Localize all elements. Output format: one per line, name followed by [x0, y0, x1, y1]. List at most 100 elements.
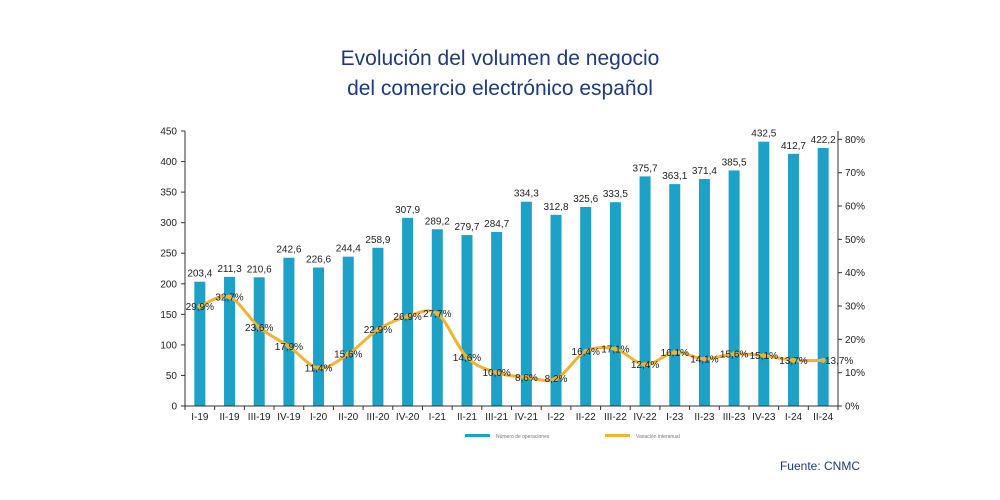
left-tick-label: 150	[160, 310, 177, 321]
line-value-label: 22,9%	[364, 325, 392, 336]
bar	[817, 147, 829, 406]
x-tick-label: I-19	[191, 412, 209, 423]
bar-value-label: 422,2	[811, 135, 836, 146]
legend-line-swatch	[605, 434, 630, 437]
line-value-label: 17,1%	[601, 345, 629, 356]
line-value-label: 11,4%	[305, 364, 333, 375]
line-point	[642, 362, 648, 368]
x-tick-label: III-22	[604, 412, 627, 423]
line-point	[405, 313, 411, 319]
bar	[520, 201, 532, 406]
line-value-label: 10,0%	[482, 368, 510, 379]
x-tick-label: II-19	[220, 412, 240, 423]
bar	[431, 229, 443, 406]
bar-value-label: 211,3	[217, 264, 242, 275]
bar-value-label: 375,7	[633, 163, 658, 174]
bar-value-label: 226,6	[306, 255, 331, 266]
x-tick-label: II-24	[813, 412, 833, 423]
line-series: 29,9%32,7%23,6%17,9%11,4%15,6%22,9%26,9%…	[186, 293, 854, 386]
line-value-label: 27,7%	[423, 309, 451, 320]
line-point	[375, 327, 381, 333]
line-value-label: 8,6%	[515, 373, 538, 384]
bar-value-label: 203,4	[187, 269, 212, 280]
left-tick-label: 50	[166, 371, 178, 382]
bar	[402, 217, 414, 406]
x-tick-label: III-21	[485, 412, 508, 423]
bar-value-label: 385,5	[722, 157, 747, 168]
left-tick-label: 100	[160, 340, 177, 351]
bar-value-label: 333,5	[603, 189, 628, 200]
line-point	[701, 356, 707, 362]
legend: Número de operaciones Variación interanu…	[465, 434, 680, 440]
left-tick-label: 350	[160, 188, 177, 199]
right-tick-label: 50%	[845, 235, 865, 246]
line-value-label: 23,6%	[245, 323, 273, 334]
right-tick-label: 80%	[845, 135, 865, 146]
x-tick-label: III-20	[367, 412, 390, 423]
bar-value-label: 371,4	[692, 166, 717, 177]
x-tick-label: III-19	[248, 412, 271, 423]
line-value-label: 15,1%	[750, 351, 778, 362]
bar	[609, 202, 621, 406]
line-point	[553, 376, 559, 382]
line-point	[286, 343, 292, 349]
right-tick-label: 30%	[845, 302, 865, 313]
bar-value-label: 244,4	[336, 244, 361, 255]
x-tick-label: IV-23	[752, 412, 776, 423]
x-tick-label: I-23	[666, 412, 684, 423]
line-value-label: 15,6%	[334, 350, 362, 361]
line-value-label: 16,4%	[572, 347, 600, 358]
x-tick-label: II-23	[694, 412, 714, 423]
left-tick-label: 400	[160, 157, 177, 168]
bar	[194, 281, 206, 406]
chart-title: Evolución del volumen de negocio del com…	[0, 44, 1000, 104]
line-point	[464, 354, 470, 360]
right-tick-label: 20%	[845, 335, 865, 346]
legend-bar-swatch	[465, 434, 490, 437]
line-path	[199, 294, 824, 382]
bar-value-label: 289,2	[425, 216, 450, 227]
right-axis: 0% 10% 20% 30% 40% 50% 60% 70% 80%	[837, 131, 865, 413]
x-tick-label: II-21	[457, 412, 477, 423]
x-axis: I-19 II-19 III-19 IV-19 I-20 II-20 III-20 IV-20…	[184, 405, 839, 423]
x-tick-label: I-24	[785, 412, 803, 423]
x-tick-label: IV-19	[277, 412, 301, 423]
left-tick-label: 250	[160, 249, 177, 260]
x-tick-label: IV-22	[633, 412, 657, 423]
line-value-label: 13,7%	[779, 356, 807, 367]
right-tick-label: 40%	[845, 268, 865, 279]
x-tick-label: IV-21	[515, 412, 539, 423]
bar	[669, 184, 681, 406]
bar-value-label: 307,9	[395, 205, 420, 216]
bar	[758, 141, 770, 406]
bar	[787, 153, 799, 406]
line-point	[197, 303, 203, 309]
line-point	[820, 357, 826, 363]
bar	[639, 176, 651, 406]
x-tick-label: I-22	[547, 412, 565, 423]
line-value-label: 17,9%	[275, 342, 303, 353]
line-point	[494, 370, 500, 376]
bar-value-label: 279,7	[454, 222, 479, 233]
line-value-label: 16,1%	[661, 348, 689, 359]
x-tick-label: I-21	[429, 412, 447, 423]
line-value-label: 32,7%	[215, 293, 243, 304]
left-tick-label: 450	[160, 127, 177, 138]
left-tick-label: 0	[171, 402, 177, 413]
x-tick-label: I-20	[310, 412, 328, 423]
bar-value-label: 258,9	[365, 235, 390, 246]
bar	[698, 179, 710, 406]
chart-title-line-1: Evolución del volumen de negocio	[340, 47, 660, 70]
line-value-label: 13,7%	[825, 356, 853, 367]
bar-value-label: 242,6	[276, 245, 301, 256]
line-value-label: 14,1%	[690, 355, 718, 366]
line-value-label: 29,9%	[186, 302, 214, 313]
right-tick-label: 10%	[845, 368, 865, 379]
line-point	[227, 294, 233, 300]
x-tick-label: III-23	[723, 412, 746, 423]
bar	[550, 214, 562, 406]
line-point	[316, 365, 322, 371]
line-point	[434, 311, 440, 317]
legend-line-label: Variación interanual	[636, 434, 680, 440]
x-tick-label: IV-20	[396, 412, 420, 423]
